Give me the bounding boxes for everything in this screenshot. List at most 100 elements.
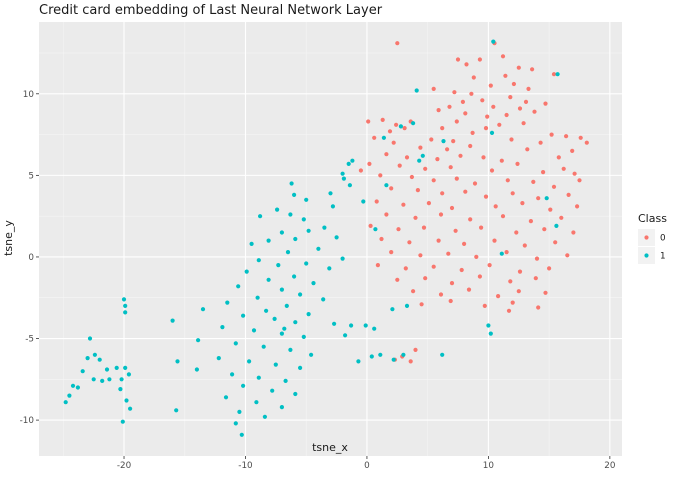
data-point [511,81,516,87]
data-point [350,158,355,163]
data-point [431,264,436,269]
data-point [520,201,525,206]
data-point [491,39,496,44]
data-point [374,199,379,204]
data-point [241,313,246,318]
data-point [126,372,131,377]
data-point [489,130,495,135]
data-point [104,367,110,372]
data-point [500,214,506,219]
data-point [282,326,287,331]
data-point [196,338,201,343]
data-point [485,114,490,119]
data-point [373,227,378,232]
data-point [121,297,127,302]
data-point [396,227,401,232]
data-point [394,122,399,127]
data-point [279,331,284,336]
data-point [447,104,452,109]
data-point [380,117,385,122]
data-point [301,217,306,222]
data-point [565,253,570,258]
data-point [570,148,575,153]
data-point [293,320,298,325]
data-point [508,279,513,284]
data-point [454,176,459,181]
data-point [555,72,560,77]
legend-title: Class [638,212,667,225]
data-point [384,212,389,217]
data-point [397,163,402,168]
data-point [266,277,271,282]
data-point [123,365,128,370]
legend-swatch [644,253,649,258]
data-point [239,432,244,437]
data-point [547,266,552,271]
data-point [468,143,473,149]
data-point [415,188,420,193]
data-point [241,383,246,388]
data-point [247,359,252,364]
data-point [523,99,529,104]
data-point [91,377,96,382]
data-point [541,170,546,175]
data-point [401,352,406,357]
data-point [289,181,294,186]
data-point [532,109,537,114]
data-point [497,122,502,127]
data-point [554,223,559,228]
data-point [262,414,267,419]
data-point [321,297,326,302]
data-point [414,88,419,93]
data-point [556,155,561,160]
data-point [356,359,361,364]
data-point [404,155,410,160]
data-point [368,223,373,228]
data-point [413,347,418,352]
data-point [487,263,492,268]
data-point [322,225,327,230]
data-point [538,140,543,145]
data-point [462,241,467,246]
data-point [237,409,242,414]
data-point [463,189,468,194]
data-point [258,214,263,219]
y-axis: -10 -5 0 5 10 [20,90,39,426]
data-point [436,108,441,113]
data-point [279,287,284,292]
data-point [548,207,553,212]
data-point [423,166,428,171]
legend: Class 01 [638,212,667,264]
data-point [477,57,482,62]
data-point [584,140,589,145]
legend-items: 01 [638,229,666,264]
data-point [572,171,577,176]
data-point [292,192,297,197]
data-point [279,230,284,235]
data-point [499,251,504,256]
data-point [347,183,352,188]
data-point [327,266,332,271]
data-point [413,215,418,220]
data-point [577,178,582,183]
y-tick-label: 0 [28,253,34,263]
data-point [458,153,463,158]
data-point [500,54,506,59]
data-point [508,95,513,100]
data-point [449,205,455,211]
data-point [446,251,451,256]
data-point [402,126,407,131]
data-point [440,191,445,196]
data-point [453,228,458,233]
data-point [451,139,456,144]
data-point [493,204,498,209]
data-point [426,201,431,206]
data-point [509,137,514,142]
data-point [435,157,440,162]
data-point [411,121,416,126]
data-point [378,352,383,357]
data-point [404,303,410,308]
data-point [85,356,90,361]
data-point [254,400,259,405]
